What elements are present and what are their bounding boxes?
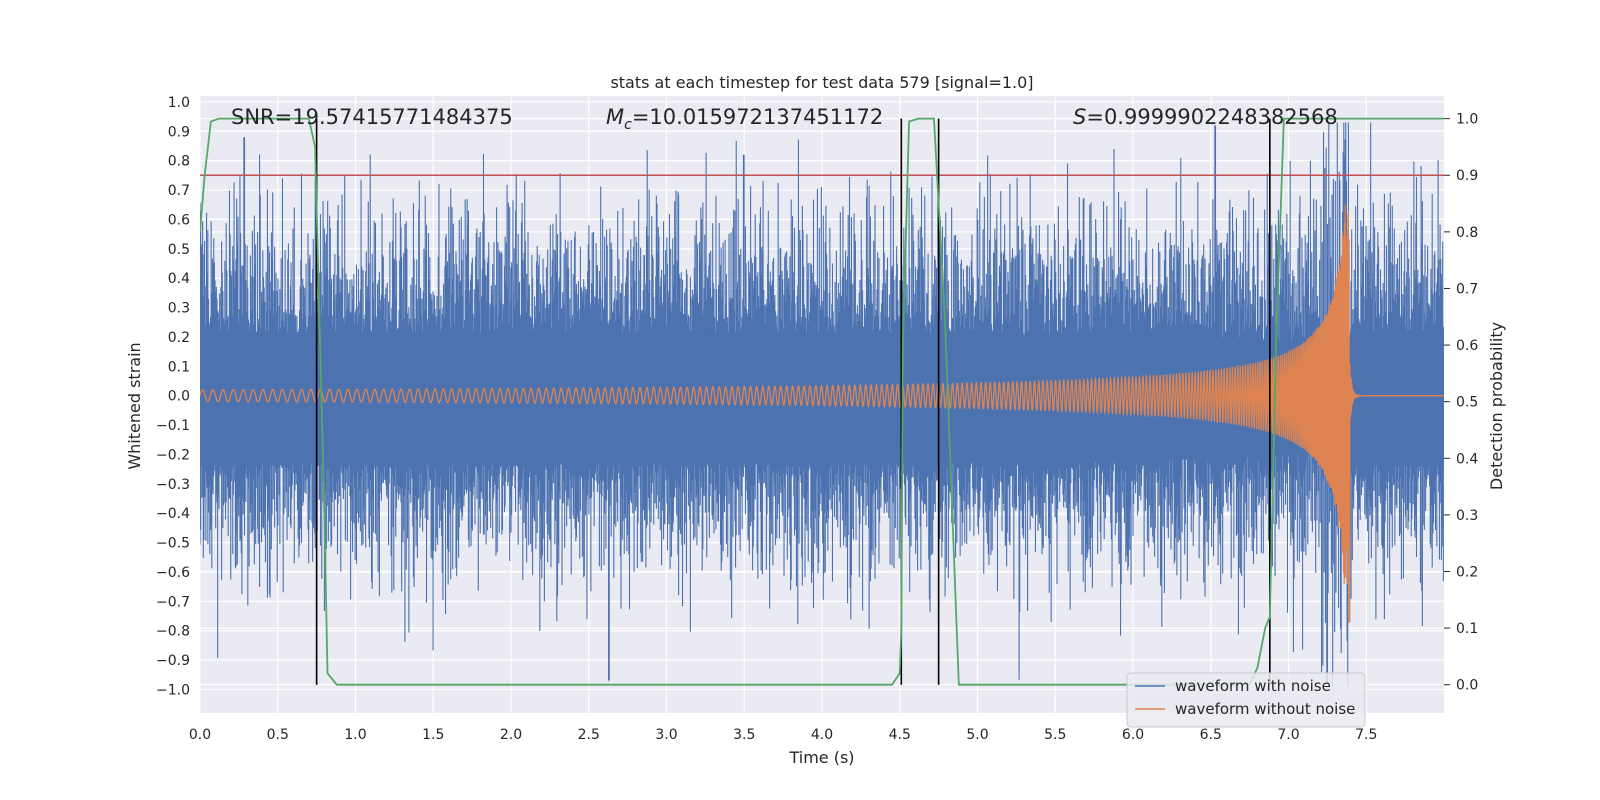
x-tick-label: 3.0 — [655, 727, 677, 743]
y-left-tick-label: −0.8 — [156, 624, 190, 640]
legend-box — [1126, 672, 1366, 728]
y-left-axis-ticks: 1.0 0.9 0.8 0.7 0.6 0.5 0.4 0.3 0.2 0.1 0.0 −0.1 −0.… — [156, 95, 190, 699]
plot-content — [200, 117, 1444, 687]
y-left-tick-label: −0.9 — [156, 653, 190, 669]
x-tick-label: 1.5 — [422, 727, 444, 743]
y-left-tick-label: −0.4 — [156, 506, 190, 522]
y-right-tick-label: 0.9 — [1456, 168, 1478, 184]
x-tick-label: 4.0 — [811, 727, 833, 743]
y-left-tick-label: −0.7 — [156, 594, 190, 610]
y-left-tick-label: 0.6 — [168, 212, 190, 228]
y-right-tick-label: 0.0 — [1456, 678, 1478, 694]
x-tick-label: 2.5 — [578, 727, 600, 743]
x-tick-label: 6.0 — [1122, 727, 1144, 743]
x-tick-label: 5.5 — [1044, 727, 1066, 743]
x-tick-label: 0.0 — [189, 727, 211, 743]
y-left-axis-label: Whitened strain — [125, 342, 144, 469]
y-left-tick-label: 0.9 — [168, 124, 190, 140]
chirp-mass-annotation: Mc=10.015972137451172 — [606, 105, 883, 133]
y-left-tick-label: 0.5 — [168, 242, 190, 258]
y-left-tick-label: 0.4 — [168, 271, 190, 287]
legend-entry-noise: waveform with noise — [1175, 677, 1331, 695]
x-tick-label: 4.5 — [889, 727, 911, 743]
y-left-tick-label: 0.3 — [168, 301, 190, 317]
y-right-tick-label: 0.2 — [1456, 564, 1478, 580]
detection-probability-line — [200, 117, 1444, 686]
x-tick-label: 5.0 — [966, 727, 988, 743]
x-axis-label: Time (s) — [788, 748, 854, 767]
y-left-tick-label: 0.8 — [168, 154, 190, 170]
y-right-tick-label: 0.8 — [1456, 225, 1478, 241]
statistic-symbol: S — [1073, 105, 1086, 129]
chirp-mass-value: =10.015972137451172 — [632, 105, 883, 129]
clean-waveform-line — [200, 204, 1444, 623]
y-left-tick-label: 0.0 — [168, 389, 190, 405]
y-left-tick-label: −0.1 — [156, 418, 190, 434]
chart-title: stats at each timestep for test data 579… — [610, 73, 1033, 92]
x-tick-label: 7.0 — [1277, 727, 1299, 743]
statistic-value: =0.9999902248382568 — [1086, 105, 1337, 129]
y-right-tick-label: 0.3 — [1456, 508, 1478, 524]
x-tick-label: 3.5 — [733, 727, 755, 743]
y-left-tick-label: 1.0 — [168, 95, 190, 111]
y-left-tick-label: −1.0 — [156, 682, 190, 698]
y-left-tick-label: −0.2 — [156, 447, 190, 463]
x-axis-ticks: 0.0 0.5 1.0 1.5 2.0 2.5 3.0 3.5 4.0 4.5 5.0 5.5 6.0 6… — [189, 727, 1378, 743]
y-right-tick-label: 0.4 — [1456, 451, 1478, 467]
y-left-tick-label: 0.7 — [168, 183, 190, 199]
y-right-tick-label: 0.1 — [1456, 621, 1478, 637]
y-right-tick-label: 0.7 — [1456, 281, 1478, 297]
legend: waveform with noise waveform without noi… — [1126, 672, 1366, 728]
chirp-mass-subscript: c — [624, 117, 632, 133]
y-right-tick-label: 0.5 — [1456, 395, 1478, 411]
x-tick-label: 0.5 — [267, 727, 289, 743]
chirp-series-group — [200, 204, 1444, 623]
probability-series-group — [200, 117, 1444, 686]
chirp-mass-symbol: M — [606, 105, 624, 129]
y-right-tick-label: 0.6 — [1456, 338, 1478, 354]
x-tick-label: 7.5 — [1355, 727, 1377, 743]
y-left-tick-label: −0.5 — [156, 536, 190, 552]
legend-entry-clean: waveform without noise — [1175, 700, 1355, 718]
y-right-tick-label: 1.0 — [1456, 112, 1478, 128]
detection-statistic-annotation: S=0.9999902248382568 — [1073, 105, 1338, 129]
y-left-tick-label: 0.1 — [168, 359, 190, 375]
y-left-tick-label: 0.2 — [168, 330, 190, 346]
snr-annotation: SNR=19.57415771484375 — [231, 105, 513, 129]
y-right-axis-label: Detection probability — [1487, 322, 1506, 490]
y-left-tick-label: −0.6 — [156, 565, 190, 581]
y-right-axis-ticks: 1.0 0.9 0.8 0.7 0.6 0.5 0.4 0.3 0.2 0.1 0.0 — [1444, 112, 1478, 694]
x-tick-label: 2.0 — [500, 727, 522, 743]
y-left-tick-label: −0.3 — [156, 477, 190, 493]
x-tick-label: 1.0 — [344, 727, 366, 743]
x-tick-label: 6.5 — [1200, 727, 1222, 743]
